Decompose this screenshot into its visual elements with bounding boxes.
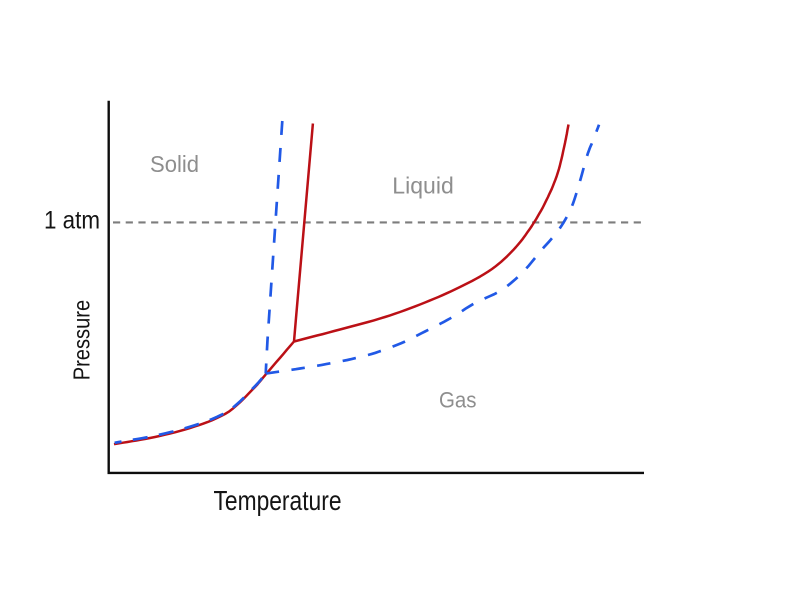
svg-text:Temperature: Temperature xyxy=(214,485,342,516)
svg-text:Gas: Gas xyxy=(439,388,477,413)
svg-text:Pressure: Pressure xyxy=(68,300,94,381)
svg-text:1 atm: 1 atm xyxy=(44,207,100,235)
svg-text:Solid: Solid xyxy=(150,151,199,177)
svg-text:Liquid: Liquid xyxy=(392,173,454,199)
